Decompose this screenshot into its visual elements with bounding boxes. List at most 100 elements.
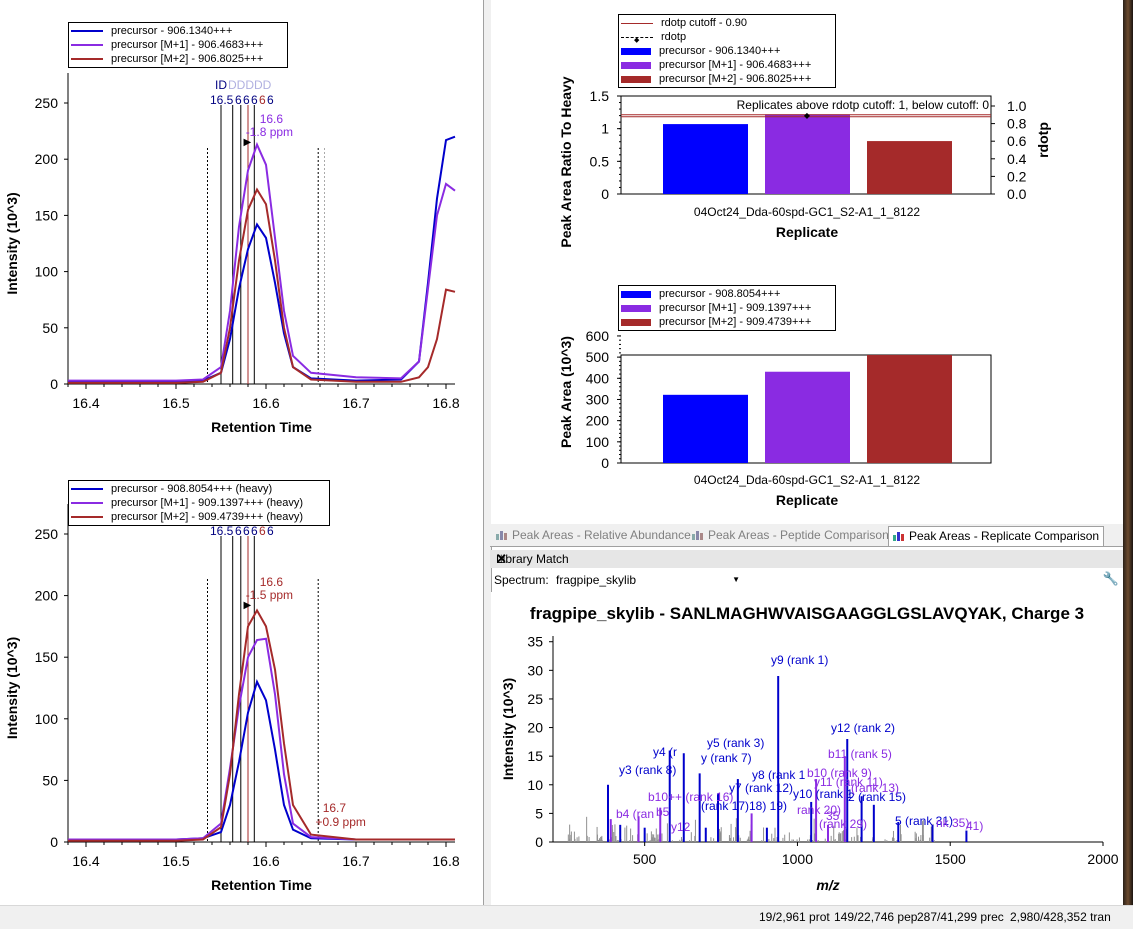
status-transition-count: 2,980/428,352 tran [1010,910,1111,924]
chevron-down-icon: ▼ [732,575,740,584]
tab-replicate-comparison[interactable]: Peak Areas - Replicate Comparison [888,526,1105,546]
peak-area-chart[interactable]: 0 100 200 300 400 500 600 Peak Area (10^3) 04Oct… [491,270,1123,524]
x-tick-label: 1000 [782,851,813,867]
y-tick-label: 0 [535,834,543,850]
bar [663,124,748,194]
ion-label: 5 (rank 31) [895,814,953,828]
x-tick-label: 16.5 [162,853,189,869]
peak-area-ratio-chart[interactable]: 0 0.5 1 1.5 0.0 0.20.4 0.60.8 1.0 Peak Area Rati… [491,0,1123,270]
chromatogram-light-legend: precursor - 906.1340+++ precursor [M+1] … [68,22,288,68]
y-tick-label: 5 [535,805,543,821]
legend-item: precursor [M+2] - 909.4739+++ (heavy) [71,510,327,524]
y-tick-label: 0 [601,455,609,471]
ion-label: y (rank 7) [701,751,752,765]
x-tick-label: 500 [633,851,657,867]
chromatogram-light-pane[interactable]: 0 50 100 150 200 250 16.4 16.5 16.6 16.7 16.8 Reten… [0,0,483,455]
y-tick-label: 400 [586,370,610,386]
legend-item: ◆ rdotp [621,30,833,44]
ion-label: (rank 13) [851,781,899,795]
chromatogram-light[interactable]: 0 50 100 150 200 250 16.4 16.5 16.6 16.7 16.8 Reten… [0,0,483,455]
y2-tick-label: 0.6 [1007,133,1027,149]
ion-label: y4 (r [653,745,677,759]
peak-ppm-label: -1.8 ppm [246,125,293,139]
x-tick-label: 16.6 [252,853,279,869]
ion-label: 41) [966,819,983,833]
x-axis-label: m/z [816,877,839,893]
close-icon[interactable]: ✕ [496,551,507,566]
y-tick-label: 100 [35,264,59,280]
tab-relative-abundance[interactable]: Peak Areas - Relative Abundance [492,526,695,545]
x-tick-label: 16.8 [432,395,459,411]
bar-chart-icon [496,531,507,540]
y-axis-label: Peak Area (10^3) [558,336,574,448]
peak-areas-tabs: Peak Areas - Relative Abundance Peak Are… [490,524,1133,547]
y-tick-label: 0 [50,376,58,392]
spectrum-toolbar: Spectrum: fragpipe_skylib ▼ 🔧 [490,569,1133,591]
category-label: 04Oct24_Dda-60spd-GC1_S2-A1_1_8122 [694,473,920,487]
ion-label: 35 [826,809,840,823]
pin-icon[interactable]: ⊥ [496,552,507,566]
ion-label: b5 [656,805,670,819]
status-peptide-count: 149/22,746 pep [834,910,918,924]
series-line [68,141,456,382]
bar-chart-icon [692,531,703,540]
ion-label: y10 (rank 1 [793,787,853,801]
peak-ppm-label: -1.5 ppm [246,588,293,602]
legend-label: precursor - 906.1340+++ [659,45,781,57]
bar [765,371,850,463]
ion-label: y5 (rank 3) [707,736,764,750]
legend-label: rdotp cutoff - 0.90 [661,17,748,29]
late-rt-label: 16.7 [323,801,347,815]
ion-label: b4 (ran [616,807,654,821]
tab-peptide-comparison[interactable]: Peak Areas - Peptide Comparison [688,526,893,545]
series-line [68,608,455,842]
ion-label: b10++ (rank 16) [648,790,733,804]
legend-item: precursor [M+1] - 906.4683+++ [71,38,285,52]
legend-item: precursor [M+2] - 909.4739+++ [621,315,833,329]
rt-label: 6 [235,93,242,107]
x-tick-label: 16.8 [432,853,459,869]
legend-label: rdotp [661,31,687,43]
ion-label: y8 (rank 1 [752,768,806,782]
peak-area-legend: precursor - 908.8054+++ precursor [M+1] … [618,285,836,331]
bar [867,141,952,194]
tab-label: Peak Areas - Peptide Comparison [708,528,889,542]
legend-label: precursor - 908.8054+++ (heavy) [111,483,273,495]
ion-label: y9 (rank 1) [771,653,828,667]
y-tick-label: 20 [527,720,543,736]
spectrum-chart-pane[interactable]: fragpipe_skylib - SANLMAGHWVAISGAAGGLGSL… [491,592,1123,905]
y-tick-label: 35 [527,634,543,650]
chromatogram-heavy-pane[interactable]: 0 50 100 150 200 250 16.4 16.5 16.6 16.7 16.8 Reten… [0,455,483,905]
y-tick-label: 250 [35,526,59,542]
rt-label: 6 [259,524,266,538]
library-spectrum-chart[interactable]: fragpipe_skylib - SANLMAGHWVAISGAAGGLGSL… [491,592,1123,905]
y-tick-label: 15 [527,748,543,764]
status-bar: 19/2,961 prot 149/22,746 pep 287/41,299 … [0,905,1133,929]
rt-label: 6 [267,524,274,538]
status-protein-count: 19/2,961 prot [759,910,830,924]
x-tick-label: 16.7 [342,853,369,869]
peak-rt-label: 16.6 [260,575,284,589]
apex-marker-icon: ▶ [244,137,252,148]
y-tick-label: 0.5 [590,153,610,169]
legend-label: precursor - 908.8054+++ [659,288,781,300]
tab-label: Peak Areas - Relative Abundance [512,528,691,542]
wrench-icon[interactable]: 🔧 [1102,571,1119,586]
id-label: ID [215,78,227,92]
peak-area-chart-pane[interactable]: 0 100 200 300 400 500 600 Peak Area (10^3) 04Oct… [491,270,1123,524]
ion-label: nk 35) [936,816,969,830]
ion-label: b11 (rank 5) [828,747,892,761]
peak-rt-label: 16.6 [260,112,284,126]
y-tick-label: 300 [586,391,610,407]
spectrum-select[interactable]: fragpipe_skylib ▼ [556,571,744,589]
y2-tick-label: 0.2 [1007,168,1027,184]
rt-label: 6 [251,93,258,107]
x-tick-label: 16.4 [72,853,99,869]
series-line [68,135,456,383]
id-label-faded: DDDDD [228,78,272,92]
ratio-chart-pane[interactable]: 0 0.5 1 1.5 0.0 0.2 0.4 0.6 0.8 1.0 Peak Area Rati… [491,0,1123,270]
spectrum-value: fragpipe_skylib [556,573,637,587]
y2-axis-label: rdotp [1035,122,1051,158]
panel-title: Library Match [496,552,569,566]
y-tick-label: 0 [50,834,58,850]
